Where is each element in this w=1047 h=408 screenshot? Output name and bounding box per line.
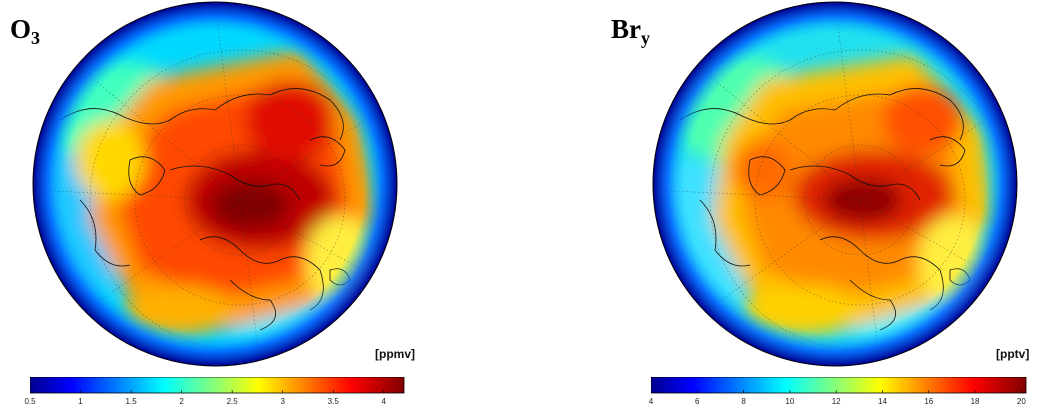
o3-colorbar-tick-label: 2.5	[226, 397, 238, 406]
o3-colorbar-tick-label: 3.5	[327, 397, 339, 406]
bry-map	[652, 1, 1018, 367]
o3-colorbar-tick-label: 4	[381, 397, 387, 406]
bry-colorbar-tick-label: 16	[924, 397, 934, 406]
o3-colorbar-tick-label: 3	[280, 397, 285, 406]
o3-title-main: O	[10, 14, 32, 44]
bry-panel: Bry	[523, 0, 1046, 408]
bry-colorbar-tick-label: 8	[741, 397, 746, 406]
bry-title-main: Br	[611, 14, 641, 44]
o3-colorbar-tick-label: 0.5	[24, 397, 36, 406]
bry-colorbar-tick-label: 20	[1016, 397, 1026, 406]
bry-colorbar-tick-label: 12	[831, 397, 841, 406]
bry-colorbar	[651, 377, 1027, 394]
o3-panel: O3	[0, 0, 523, 408]
o3-colorbar	[30, 377, 405, 394]
bry-colorbar-tick-label: 10	[785, 397, 795, 406]
o3-colorbar-tick-label: 1.5	[125, 397, 137, 406]
bry-title-subscript: y	[641, 28, 650, 48]
o3-unit-label: [ppmv]	[375, 347, 415, 361]
bry-colorbar-tick-label: 4	[648, 397, 654, 406]
o3-colorbar-tick-label: 1	[78, 397, 83, 406]
bry-colorbar-tick-label: 14	[878, 397, 887, 406]
o3-title-subscript: 3	[31, 28, 41, 48]
o3-map	[32, 1, 398, 367]
bry-colorbar-tick-label: 18	[970, 397, 980, 406]
o3-field	[33, 2, 397, 366]
bry-field	[653, 2, 1017, 366]
bry-unit-label: [pptv]	[996, 347, 1030, 361]
bry-colorbar-tick-label: 6	[695, 397, 700, 406]
o3-title: O3	[10, 14, 40, 49]
o3-colorbar-tick-label: 2	[179, 397, 184, 406]
bry-title: Bry	[611, 14, 650, 49]
